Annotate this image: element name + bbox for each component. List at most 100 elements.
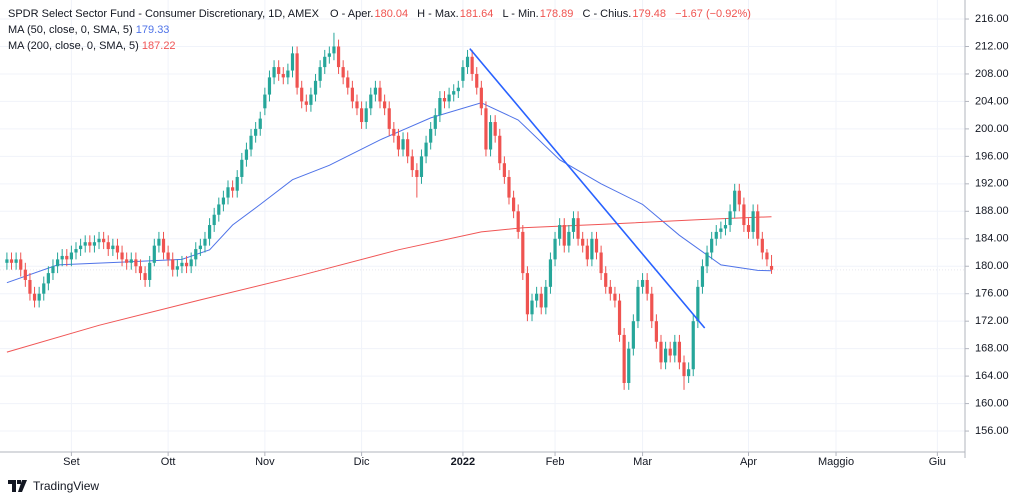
trend-line [469,48,706,329]
ma-name[interactable]: MA (200, close, 0, SMA, 5) [8,40,139,52]
x-tick-label: Apr [740,456,757,468]
branding[interactable]: TradingView [8,479,99,493]
candle-body [663,348,668,363]
field-label: L - Min. [502,8,539,20]
y-tick-label: 200.00 [975,123,1009,135]
x-tick-label: Set [63,456,80,468]
candle-body [92,242,97,246]
candle-body [562,225,566,246]
candle-body [447,94,451,102]
candle-body [359,108,364,123]
x-tick-label: Mar [633,456,652,468]
y-tick-label: 160.00 [975,397,1009,409]
candle-body [410,156,414,171]
candle-body [765,252,769,260]
candle-body [32,293,37,301]
candle-body [751,211,755,232]
candle-body [419,156,424,177]
candle-body [111,245,115,250]
field-value: 179.48 [632,8,666,20]
candle-body [488,122,493,150]
candle-body [465,56,470,68]
candle-body [161,238,166,253]
candle-body [373,87,378,95]
candle-body [654,321,658,342]
candle-body [184,262,189,267]
candle-body [714,231,718,239]
candle-body [295,53,299,88]
candle-body [55,259,60,267]
candle-body [277,67,281,74]
candle-body [687,369,691,377]
candle-body [226,187,230,198]
candle-body [171,259,175,270]
x-tick-label: Dic [354,456,370,468]
candle-body [705,252,709,267]
candle-body [267,77,272,95]
candle-body [756,211,760,239]
y-tick-label: 172.00 [975,315,1009,327]
candle-body [28,279,32,294]
candle-body [415,170,419,177]
y-tick-label: 184.00 [975,233,1009,245]
candle-body [341,67,345,78]
candle-body [51,266,55,274]
field-value: 180.04 [374,8,409,20]
candle-body [180,262,184,267]
candle-body [37,293,41,301]
candle-body [424,142,428,157]
candle-body [571,218,576,232]
candle-body [493,122,497,136]
candle-body [19,259,23,270]
candle-body [737,190,741,205]
field-label: O - Aper. [330,8,374,20]
candle-body [272,67,276,78]
candle-body [83,242,87,246]
candle-body [387,108,391,129]
candle-body [599,252,603,274]
candle-body [152,245,156,263]
candle-body [74,249,78,253]
candle-body [604,273,608,287]
x-tick-label: 2022 [451,456,475,468]
candle-body [479,87,483,109]
candle-body [392,128,396,136]
candle-body [106,242,110,250]
candle-body [5,259,9,263]
ma-value: 179.33 [135,24,170,36]
candle-body [406,139,410,157]
candle-body [263,94,267,109]
candle-body [627,348,631,383]
candle-body [88,242,92,246]
candle-body [682,362,686,377]
candle-body [23,269,27,280]
candle-body [355,101,359,109]
candle-body [290,53,295,71]
candle-body [369,94,373,109]
ma-name[interactable]: MA (50, close, 0, SMA, 5) [8,24,133,36]
candle-body [14,259,18,263]
candle-body [217,204,221,215]
candle-body [769,265,774,270]
candle-body [742,204,746,226]
candle-body [350,87,354,102]
brand-name: TradingView [33,479,100,493]
field-value: 178.89 [539,8,574,20]
candle-body [258,118,262,129]
candle-body [79,245,83,250]
x-tick-label: Feb [546,456,565,468]
candle-body [396,135,401,150]
symbol-title: SPDR Select Sector Fund - Consumer Discr… [8,8,319,20]
candle-body [617,300,622,335]
candle-body [120,252,124,260]
candle-body [102,238,106,243]
candle-body [516,211,520,232]
candle-body [585,245,589,260]
candle-body [378,87,382,102]
candle-body [567,231,571,246]
candle-body [535,293,539,301]
candle-body [198,245,202,250]
candle-body [511,197,516,212]
y-tick-label: 204.00 [975,95,1009,107]
